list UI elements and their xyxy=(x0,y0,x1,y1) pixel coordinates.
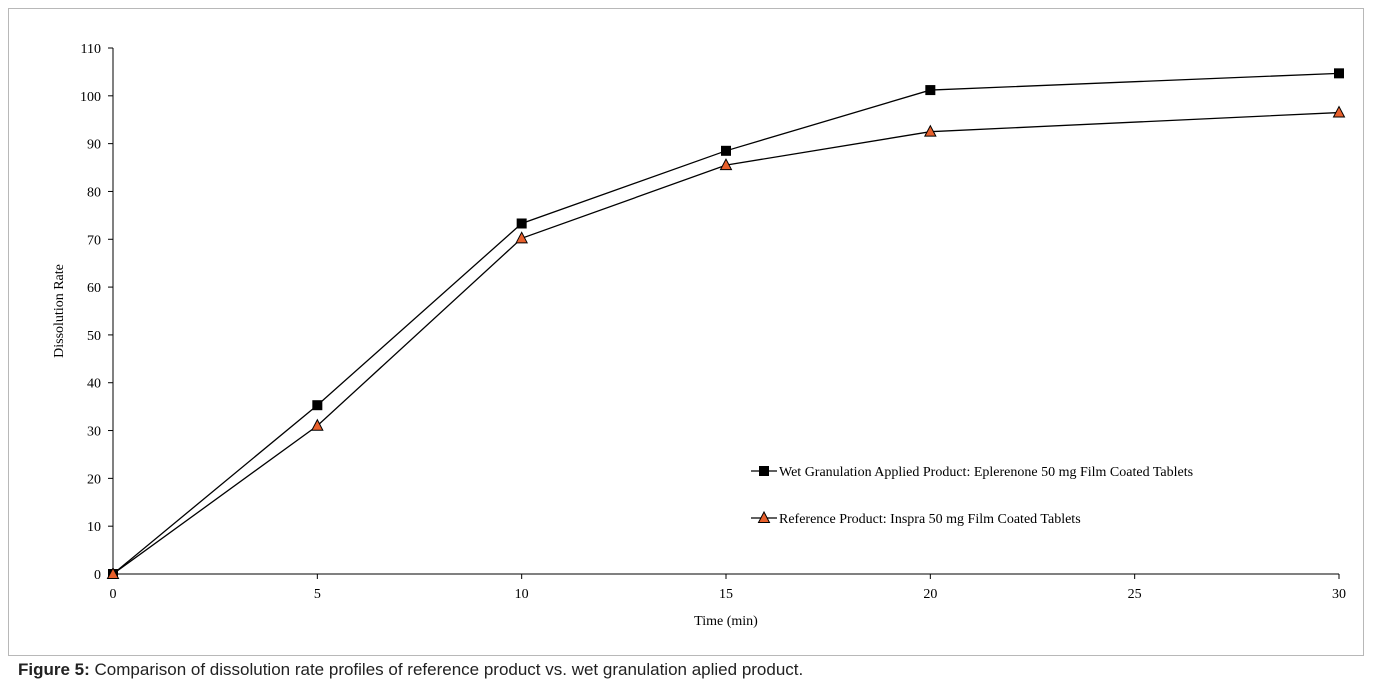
y-tick-label: 80 xyxy=(87,185,101,200)
y-tick-label: 110 xyxy=(81,42,101,57)
x-tick-label: 20 xyxy=(923,587,937,602)
series-2-line xyxy=(112,111,1340,575)
legend-label: Reference Product: Inspra 50 mg Film Coa… xyxy=(779,512,1081,527)
legend-item-2: Reference Product: Inspra 50 mg Film Coa… xyxy=(751,510,1081,527)
series-1 xyxy=(108,68,1344,579)
series-2-point xyxy=(311,418,324,431)
x-tick-label: 15 xyxy=(719,587,733,602)
x-tick-label: 30 xyxy=(1332,587,1346,602)
legend-marker xyxy=(757,510,771,523)
chart-series xyxy=(106,68,1346,579)
figure-caption-label: Figure 5: xyxy=(18,660,90,679)
legend-marker xyxy=(759,466,769,476)
y-tick-label: 0 xyxy=(94,568,101,583)
y-tick-label: 50 xyxy=(87,329,101,344)
y-tick-label: 90 xyxy=(87,138,101,153)
dissolution-chart: 0 10 20 30 40 50 60 70 80 90 100 110 0 5 10 15 20 25 30 Ti… xyxy=(52,42,1346,629)
x-tick-label: 0 xyxy=(110,587,117,602)
x-tick-label: 10 xyxy=(515,587,529,602)
series-2-point xyxy=(1332,105,1346,118)
figure-frame xyxy=(8,8,1364,656)
series-1-line xyxy=(112,72,1340,575)
y-axis-title: Dissolution Rate xyxy=(52,264,67,358)
chart-ticks: 0 10 20 30 40 50 60 70 80 90 100 110 0 5 10 15 20 25 30 xyxy=(80,42,1346,602)
y-tick-label: 100 xyxy=(80,90,101,105)
figure-caption-text: Comparison of dissolution rate profiles … xyxy=(89,660,804,679)
x-tick-label: 5 xyxy=(314,587,321,602)
series-1-point xyxy=(1334,68,1344,79)
series-1-point xyxy=(721,145,731,156)
series-2-point xyxy=(719,158,733,171)
x-axis-title: Time (min) xyxy=(694,614,758,629)
series-2-point xyxy=(106,566,120,579)
legend-item-1: Wet Granulation Applied Product: Epleren… xyxy=(751,465,1193,480)
figure-caption: Figure 5: Comparison of dissolution rate… xyxy=(18,660,1358,680)
y-tick-label: 20 xyxy=(87,472,101,487)
series-1-point xyxy=(312,400,323,411)
series-1-point xyxy=(925,85,936,96)
y-tick-label: 60 xyxy=(87,281,101,296)
legend-label: Wet Granulation Applied Product: Epleren… xyxy=(779,465,1193,480)
chart-axes xyxy=(112,48,1339,575)
x-tick-label: 25 xyxy=(1128,587,1142,602)
series-1-point xyxy=(516,218,527,229)
y-tick-label: 10 xyxy=(87,520,101,535)
y-tick-label: 30 xyxy=(87,425,101,440)
y-tick-label: 40 xyxy=(87,377,101,392)
y-tick-label: 70 xyxy=(87,233,101,248)
series-2-point xyxy=(515,231,528,244)
series-2-point xyxy=(924,124,937,137)
chart-legend: Wet Granulation Applied Product: Epleren… xyxy=(751,465,1193,527)
series-2 xyxy=(106,105,1346,579)
